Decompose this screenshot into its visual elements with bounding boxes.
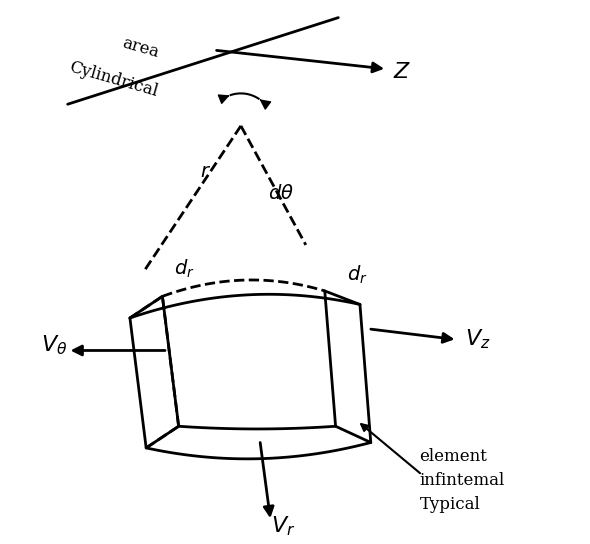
Text: $r$: $r$ [200, 163, 211, 181]
Text: $d_r$: $d_r$ [173, 258, 194, 281]
Text: $d\theta$: $d\theta$ [268, 184, 294, 203]
Text: area: area [120, 34, 161, 61]
Text: element: element [419, 448, 487, 465]
Text: Typical: Typical [419, 496, 480, 513]
Text: Cylindrical: Cylindrical [67, 59, 160, 101]
Text: $V_\theta$: $V_\theta$ [41, 333, 67, 357]
Text: $V_r$: $V_r$ [271, 515, 295, 538]
Text: $V_z$: $V_z$ [465, 328, 491, 351]
Text: $Z$: $Z$ [393, 61, 411, 83]
Text: $d_r$: $d_r$ [347, 263, 368, 286]
Text: infintemal: infintemal [419, 472, 504, 489]
